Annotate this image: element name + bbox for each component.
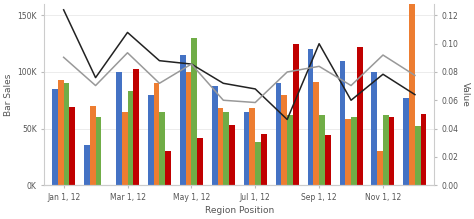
Y-axis label: Bar Sales: Bar Sales bbox=[4, 73, 13, 116]
Bar bbox=[313, 82, 319, 185]
Bar bbox=[84, 145, 90, 185]
Bar bbox=[339, 61, 345, 185]
Bar bbox=[287, 115, 293, 185]
Bar bbox=[154, 83, 159, 185]
Bar bbox=[90, 106, 96, 185]
Bar bbox=[96, 117, 101, 185]
Bar bbox=[403, 98, 409, 185]
Bar bbox=[420, 114, 427, 185]
Bar bbox=[389, 117, 394, 185]
Bar bbox=[58, 80, 64, 185]
Y-axis label: Value: Value bbox=[461, 82, 470, 107]
Bar bbox=[345, 120, 351, 185]
Bar bbox=[377, 151, 383, 185]
Bar bbox=[128, 91, 133, 185]
Bar bbox=[191, 38, 197, 185]
Bar bbox=[244, 111, 249, 185]
Bar bbox=[308, 49, 313, 185]
Bar bbox=[293, 44, 299, 185]
Bar bbox=[319, 115, 325, 185]
X-axis label: Region Position: Region Position bbox=[205, 206, 274, 215]
Bar bbox=[276, 83, 282, 185]
Bar bbox=[116, 72, 122, 185]
Bar bbox=[159, 111, 165, 185]
Bar bbox=[372, 72, 377, 185]
Bar bbox=[223, 111, 229, 185]
Bar bbox=[415, 126, 420, 185]
Bar bbox=[357, 47, 363, 185]
Bar bbox=[218, 108, 223, 185]
Bar bbox=[383, 115, 389, 185]
Bar bbox=[133, 69, 139, 185]
Bar bbox=[409, 4, 415, 185]
Bar bbox=[325, 135, 330, 185]
Bar bbox=[249, 108, 255, 185]
Bar bbox=[229, 125, 235, 185]
Bar bbox=[69, 107, 75, 185]
Bar bbox=[197, 138, 203, 185]
Bar bbox=[212, 86, 218, 185]
Bar bbox=[148, 95, 154, 185]
Bar bbox=[180, 55, 186, 185]
Bar bbox=[64, 83, 69, 185]
Bar bbox=[165, 151, 171, 185]
Bar bbox=[282, 95, 287, 185]
Bar bbox=[122, 111, 128, 185]
Bar bbox=[52, 89, 58, 185]
Bar bbox=[261, 134, 267, 185]
Bar bbox=[255, 142, 261, 185]
Bar bbox=[186, 72, 191, 185]
Bar bbox=[351, 117, 357, 185]
